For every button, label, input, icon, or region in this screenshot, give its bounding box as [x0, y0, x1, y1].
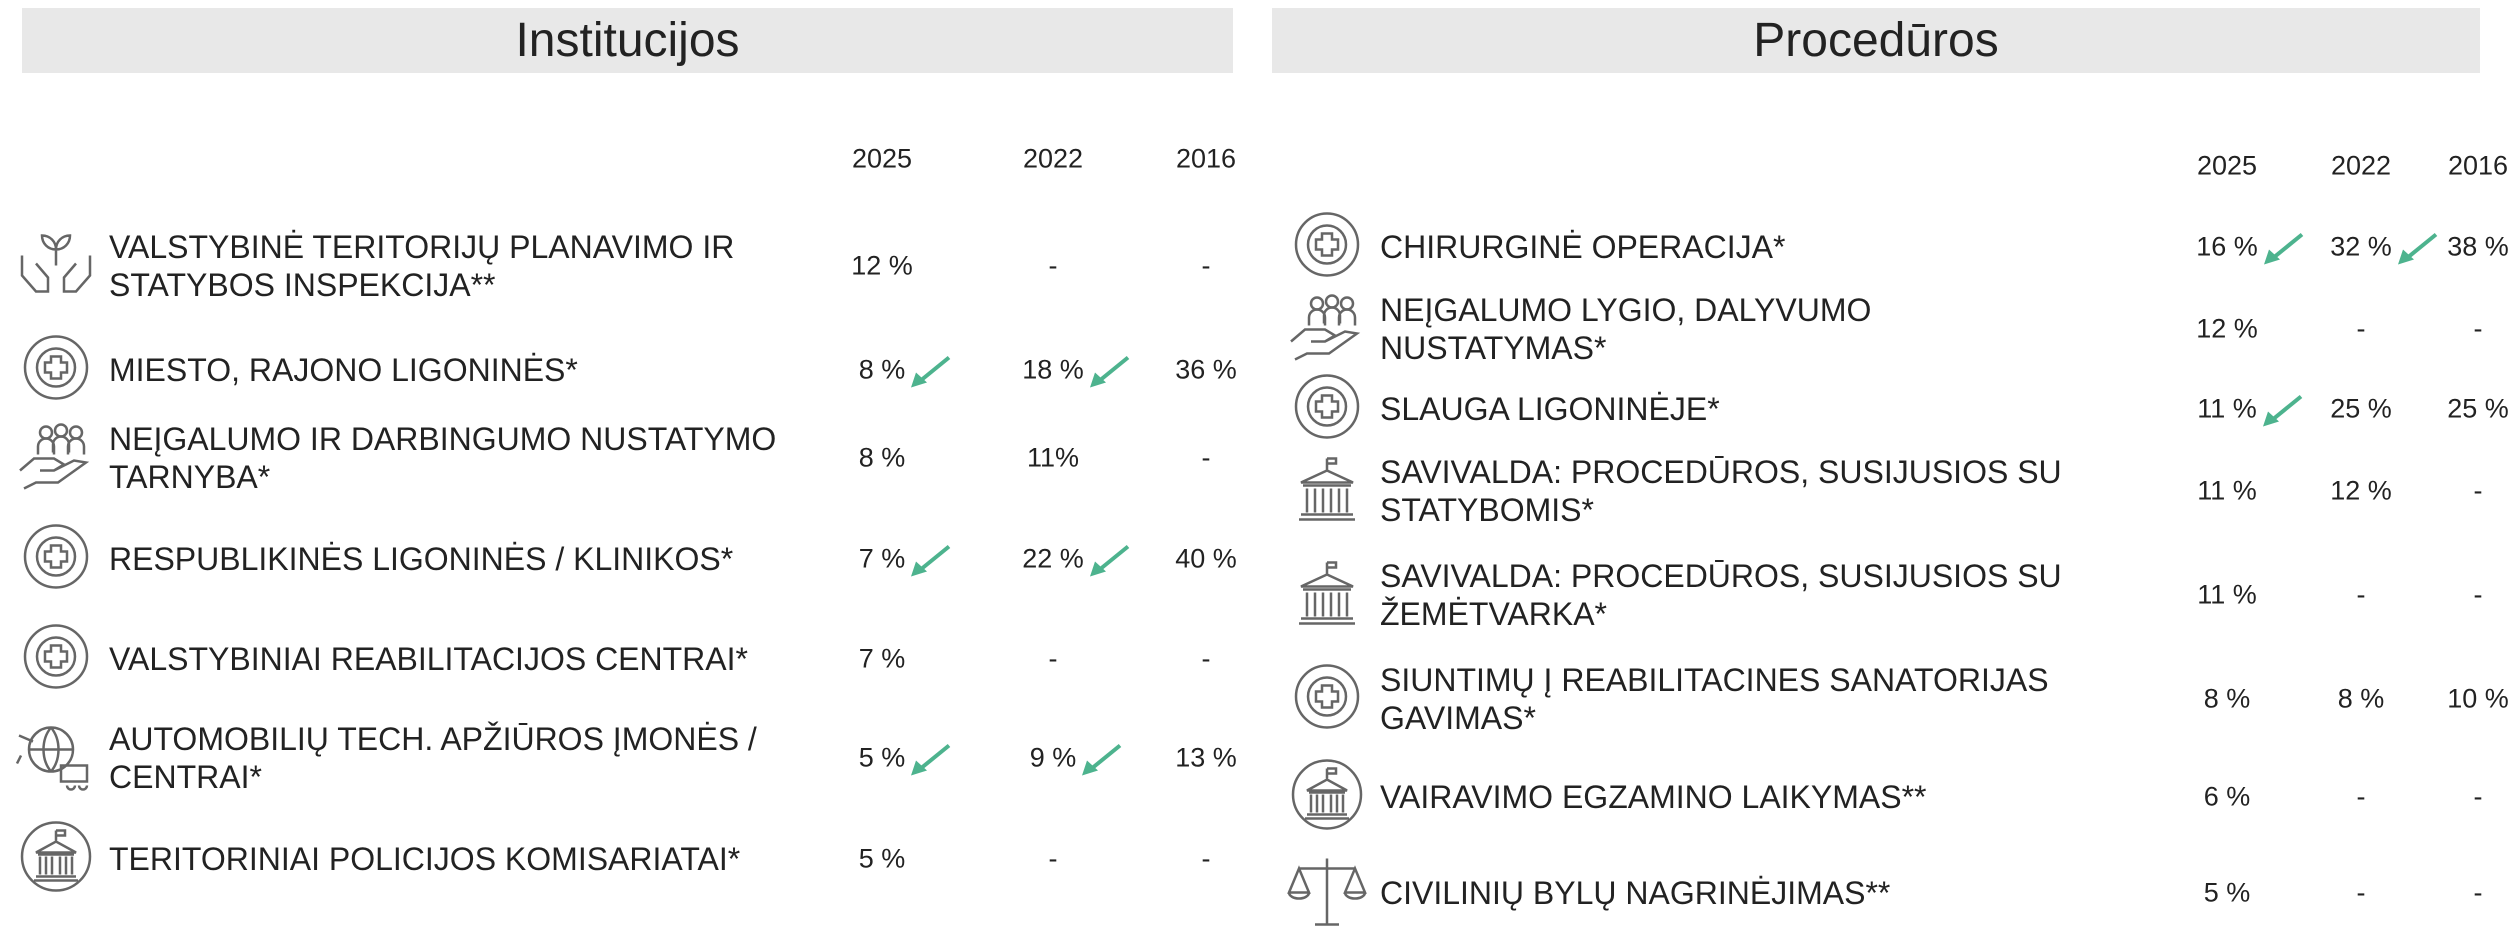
- row-value: 25 %: [2447, 393, 2509, 424]
- row-label: TERITORINIAI POLICIJOS KOMISARIATAI*: [109, 841, 741, 877]
- row-icon: [1287, 292, 1367, 367]
- row-icon: [1292, 210, 1362, 285]
- row-value: 8 %: [858, 442, 906, 473]
- row-value: 10 %: [2447, 683, 2509, 714]
- row-value: 7 %: [858, 543, 906, 574]
- decrease-arrow: [2261, 394, 2305, 433]
- row-value: 13 %: [1175, 742, 1237, 773]
- row-label: SIUNTIMŲ Į REABILITACINES SANATORIJAS GA…: [1380, 662, 2049, 736]
- row-value: -: [2473, 313, 2483, 344]
- row-label: CIVILINIŲ BYLŲ NAGRINĖJIMAS**: [1380, 875, 1891, 911]
- row-value: 40 %: [1175, 543, 1237, 574]
- decrease-arrow: [909, 743, 953, 782]
- row-value: 32 %: [2330, 231, 2392, 262]
- row-value: 12 %: [851, 250, 913, 281]
- row-icon: [18, 819, 94, 900]
- row-label: RESPUBLIKINĖS LIGONINĖS / KLINIKOS*: [109, 541, 734, 577]
- row-icon: [15, 716, 97, 801]
- row-value: -: [2356, 781, 2366, 812]
- row-value: 12 %: [2196, 313, 2258, 344]
- row-icon: [1292, 662, 1362, 737]
- year-header: 2025: [2196, 150, 2258, 181]
- decrease-arrow: [1080, 743, 1124, 782]
- decrease-arrow: [909, 544, 953, 583]
- panel-title: Procedūros: [1272, 8, 2480, 73]
- decrease-arrow: [1088, 355, 1132, 394]
- row-value: -: [2356, 313, 2366, 344]
- row-value: 16 %: [2196, 231, 2258, 262]
- row-value: -: [1048, 843, 1058, 874]
- row-value: -: [2473, 475, 2483, 506]
- row-icon: [1289, 451, 1365, 532]
- row-value: 8 %: [858, 354, 906, 385]
- row-value: 36 %: [1175, 354, 1237, 385]
- row-value: -: [2356, 877, 2366, 908]
- row-icon: [21, 522, 91, 597]
- row-icon: [16, 421, 96, 496]
- row-icon: [1289, 757, 1365, 838]
- decrease-arrow: [909, 355, 953, 394]
- row-label: VALSTYBINĖ TERITORIJŲ PLANAVIMO IR STATY…: [109, 229, 735, 303]
- row-value: 11 %: [2197, 393, 2257, 424]
- row-label: AUTOMOBILIŲ TECH. APŽIŪROS ĮMONĖS / CENT…: [109, 721, 757, 795]
- row-icon: [1292, 372, 1362, 447]
- row-value: 11 %: [2197, 579, 2257, 610]
- year-header: 2022: [2330, 150, 2392, 181]
- row-icon: [1285, 853, 1369, 934]
- row-label: NEĮGALUMO LYGIO, DALYVUMO NUSTATYMAS*: [1380, 292, 1872, 366]
- row-value: -: [2473, 781, 2483, 812]
- row-value: 6 %: [2203, 781, 2251, 812]
- row-value: 12 %: [2330, 475, 2392, 506]
- row-value: -: [1201, 843, 1211, 874]
- row-value: -: [2473, 579, 2483, 610]
- row-label: SAVIVALDA: PROCEDŪROS, SUSIJUSIOS SU ŽEM…: [1380, 558, 2062, 632]
- row-value: 7 %: [858, 643, 906, 674]
- decrease-arrow: [1088, 544, 1132, 583]
- year-header: 2016: [2447, 150, 2509, 181]
- row-value: 5 %: [858, 843, 906, 874]
- row-label: SAVIVALDA: PROCEDŪROS, SUSIJUSIOS SU STA…: [1380, 454, 2062, 528]
- row-label: VALSTYBINIAI REABILITACIJOS CENTRAI*: [109, 641, 748, 677]
- year-header: 2022: [1022, 143, 1084, 174]
- row-label: NEĮGALUMO IR DARBINGUMO NUSTATYMO TARNYB…: [109, 421, 777, 495]
- row-value: -: [1201, 250, 1211, 281]
- row-value: -: [1201, 442, 1211, 473]
- row-value: -: [2356, 579, 2366, 610]
- row-value: 11 %: [2197, 475, 2257, 506]
- row-value: 5 %: [2203, 877, 2251, 908]
- row-value: -: [1048, 643, 1058, 674]
- panel-title: Institucijos: [22, 8, 1233, 73]
- row-value: 5 %: [858, 742, 906, 773]
- row-value: -: [1201, 643, 1211, 674]
- row-value: 25 %: [2330, 393, 2392, 424]
- row-icon: [21, 333, 91, 408]
- row-value: 11%: [1026, 442, 1080, 473]
- row-value: -: [1048, 250, 1058, 281]
- year-header: 2016: [1175, 143, 1237, 174]
- row-icon: [21, 622, 91, 697]
- row-label: SLAUGA LIGONINĖJE*: [1380, 391, 1720, 427]
- row-value: 18 %: [1022, 354, 1084, 385]
- row-icon: [18, 226, 94, 307]
- row-label: MIESTO, RAJONO LIGONINĖS*: [109, 352, 578, 388]
- row-value: 8 %: [2337, 683, 2385, 714]
- row-value: 8 %: [2203, 683, 2251, 714]
- row-label: VAIRAVIMO EGZAMINO LAIKYMAS**: [1380, 779, 1927, 815]
- decrease-arrow: [2262, 232, 2306, 271]
- row-value: 22 %: [1022, 543, 1084, 574]
- decrease-arrow: [2396, 232, 2440, 271]
- row-value: 9 %: [1029, 742, 1077, 773]
- row-value: 38 %: [2447, 231, 2509, 262]
- row-label: CHIRURGINĖ OPERACIJA*: [1380, 229, 1786, 265]
- row-value: -: [2473, 877, 2483, 908]
- year-header: 2025: [851, 143, 913, 174]
- row-icon: [1289, 555, 1365, 636]
